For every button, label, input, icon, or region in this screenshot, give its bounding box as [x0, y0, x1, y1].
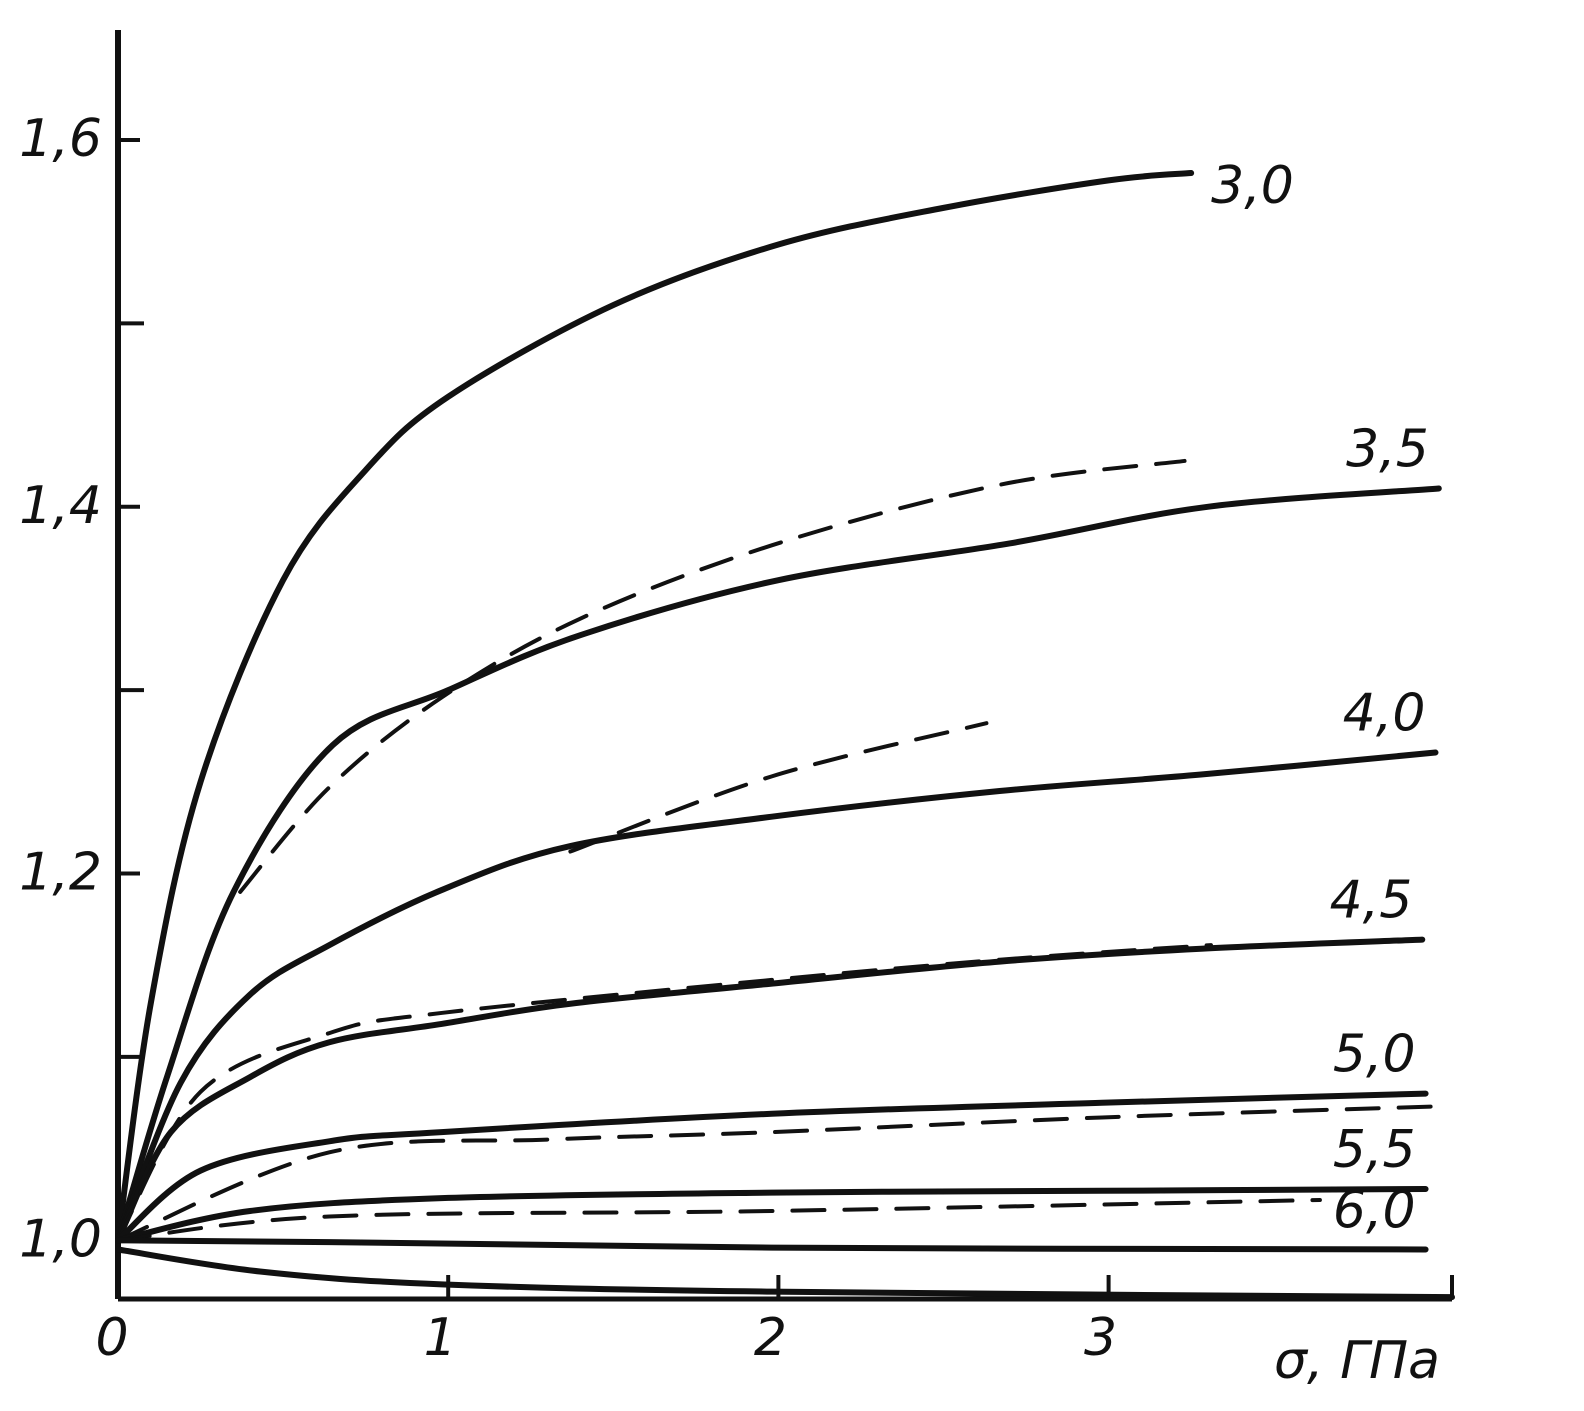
y-tick-label: 1,4 [19, 476, 102, 536]
x-tick-label: 0 [95, 1308, 128, 1368]
dashed-curve [116, 1104, 1438, 1243]
dashed-curve [116, 1197, 1322, 1243]
curve-label: 6,0 [1333, 1180, 1416, 1240]
curve-label: 5,5 [1333, 1120, 1416, 1180]
curve-label: 3,5 [1346, 419, 1429, 479]
curve [115, 1185, 1429, 1244]
curve-label: 4,0 [1343, 684, 1426, 744]
curve [115, 749, 1439, 1244]
curve [115, 1090, 1429, 1244]
x-axis-label: σ, ГПа [1274, 1331, 1440, 1391]
y-tick-label: 1,6 [19, 109, 102, 169]
x-tick-label: 1 [424, 1308, 457, 1368]
curve [115, 170, 1195, 1244]
dashed-curve [116, 943, 1213, 1243]
x-tick-label: 3 [1084, 1308, 1117, 1368]
curve-label: 4,5 [1330, 871, 1413, 931]
curve [115, 485, 1442, 1244]
y-tick-label: 1,0 [19, 1209, 102, 1269]
x-tick-label: 2 [754, 1308, 787, 1368]
dashed-curve [568, 721, 989, 854]
y-tick-label: 1,2 [19, 843, 102, 903]
dashed-curve [238, 458, 1187, 894]
curve [115, 1237, 1429, 1253]
curve-label: 3,0 [1211, 156, 1294, 216]
curve-label: 5,0 [1333, 1025, 1416, 1085]
curve [115, 936, 1426, 1244]
curve [115, 1246, 1455, 1301]
